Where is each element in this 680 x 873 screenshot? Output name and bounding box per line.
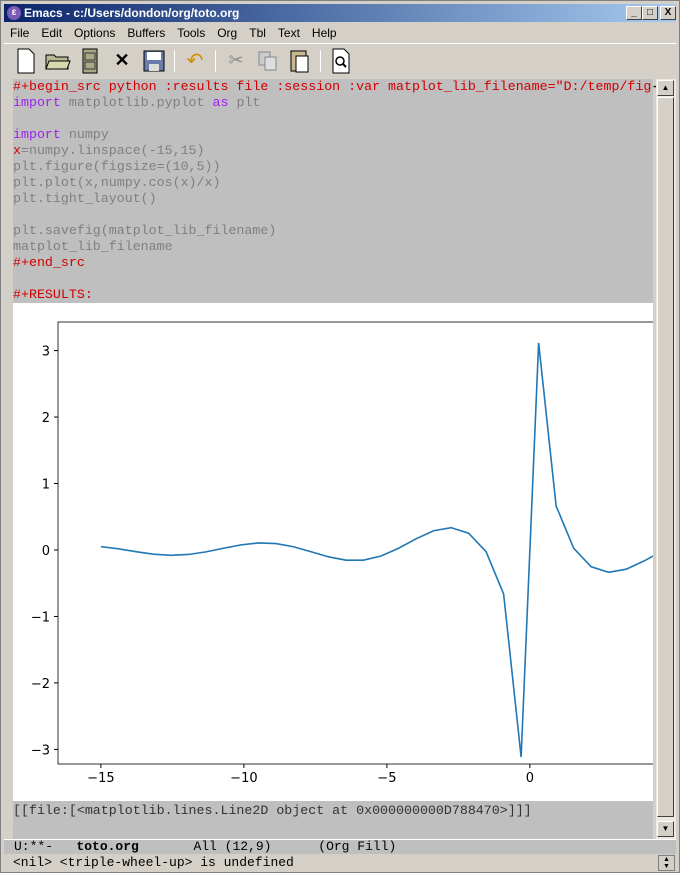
minimize-button[interactable]: _ [626, 6, 642, 20]
paste-icon[interactable] [284, 47, 316, 75]
toolbar: ✕ ↶ ✂ [4, 43, 676, 77]
undo-icon[interactable]: ↶ [186, 50, 204, 72]
menu-tbl[interactable]: Tbl [249, 26, 266, 40]
x-tick-label: −5 [377, 771, 396, 786]
y-tick-label: −1 [31, 610, 50, 625]
y-tick-label: −2 [31, 677, 50, 692]
scroll-up-button[interactable]: ▲ [657, 80, 674, 96]
result-file-link[interactable]: [[file:[<matplotlib.lines.Line2D object … [13, 803, 532, 818]
toolbar-separator [215, 49, 216, 72]
x-tick-label: 0 [526, 771, 534, 786]
y-tick-label: 2 [42, 411, 50, 426]
search-icon[interactable] [325, 47, 357, 75]
window-title: Emacs - c:/Users/dondon/org/toto.org [24, 6, 240, 20]
code-line: plt.figure(figsize=(10,5)) [13, 159, 221, 174]
y-tick-label: 1 [42, 478, 50, 493]
x-tick-label: −10 [230, 771, 257, 786]
editor-buffer[interactable]: #+begin_src python :results file :sessio… [13, 79, 653, 839]
blank-line [13, 111, 653, 127]
code-line: plt.savefig(matplot_lib_filename) [13, 223, 277, 238]
close-buffer-icon[interactable]: ✕ [114, 50, 130, 70]
save-icon[interactable] [138, 47, 170, 75]
x-tick-label: −15 [87, 771, 114, 786]
code-line: x=numpy.linspace(-15,15) [13, 143, 653, 159]
keyword: import [13, 95, 61, 110]
code-text: matplotlib.pyplot [60, 95, 213, 110]
buffer-status: U:**- [14, 839, 54, 854]
toolbar-separator [174, 49, 175, 72]
line-chart: −15 −10 −5 0 3 2 1 0 −1 −2 −3 [31, 321, 653, 786]
buffer-position: All (12,9) [193, 839, 272, 854]
y-tick-label: 0 [42, 544, 50, 559]
blank-line [13, 271, 653, 287]
code-line: import matplotlib.pyplot as plt [13, 95, 653, 111]
y-tick-label: 3 [42, 345, 50, 360]
code-line: plt.tight_layout() [13, 191, 157, 206]
menu-help[interactable]: Help [311, 26, 337, 40]
menu-bar: File Edit Options Buffers Tools Org Tbl … [4, 24, 343, 42]
cut-icon[interactable]: ✂ [228, 50, 244, 70]
code-text: plt [228, 95, 261, 110]
vertical-scrollbar[interactable]: ▲ ▼ [656, 79, 676, 839]
toolbar-separator [320, 49, 321, 72]
scrollbar-thumb[interactable] [657, 97, 674, 817]
menu-edit[interactable]: Edit [41, 26, 63, 40]
results-line: #+RESULTS: [13, 287, 93, 302]
copy-icon[interactable] [252, 47, 284, 75]
scroll-down-button[interactable]: ▼ [657, 821, 674, 837]
series-line [100, 342, 653, 758]
mode-line: U:**- toto.org All (12,9) (Org Fill) [4, 839, 676, 854]
menu-tools[interactable]: Tools [177, 26, 206, 40]
maximize-button[interactable]: □ [642, 6, 658, 20]
code-line: import numpy [13, 127, 653, 143]
menu-options[interactable]: Options [74, 26, 116, 40]
title-bar: ε Emacs - c:/Users/dondon/org/toto.org _… [4, 4, 676, 22]
close-button[interactable]: X [660, 6, 676, 20]
code-line: plt.plot(x,numpy.cos(x)/x) [13, 175, 221, 190]
variable: x [13, 143, 21, 158]
open-folder-icon[interactable] [42, 47, 74, 75]
code-text: =numpy.linspace(-15,15) [20, 143, 205, 158]
echo-scrollbar[interactable]: ▲ ▼ [658, 855, 675, 871]
menu-file[interactable]: File [10, 26, 30, 40]
buffer-name: toto.org [76, 839, 139, 854]
code-line: matplot_lib_filename [13, 239, 173, 254]
new-file-icon[interactable] [10, 47, 42, 75]
menu-buffers[interactable]: Buffers [127, 26, 166, 40]
keyword: import [13, 127, 61, 142]
cabinet-icon[interactable] [74, 47, 106, 75]
end-src-line: #+end_src [13, 255, 85, 270]
echo-area: <nil> <triple-wheel-up> is undefined [4, 854, 656, 871]
code-text: numpy [60, 127, 109, 142]
code-text: #+begin_src python :results file :sessio… [13, 79, 652, 94]
menu-org[interactable]: Org [217, 26, 238, 40]
plot-frame [57, 321, 653, 765]
y-tick-label: −3 [31, 743, 50, 758]
result-plot-image: −15 −10 −5 0 3 2 1 0 −1 −2 −3 [13, 303, 653, 801]
keyword: as [212, 95, 229, 110]
blank-line [13, 207, 653, 223]
menu-text[interactable]: Text [277, 26, 300, 40]
major-modes: (Org Fill) [318, 839, 397, 854]
begin-src-line: #+begin_src python :results file :sessio… [13, 79, 653, 95]
emacs-logo-icon: ε [7, 6, 21, 20]
